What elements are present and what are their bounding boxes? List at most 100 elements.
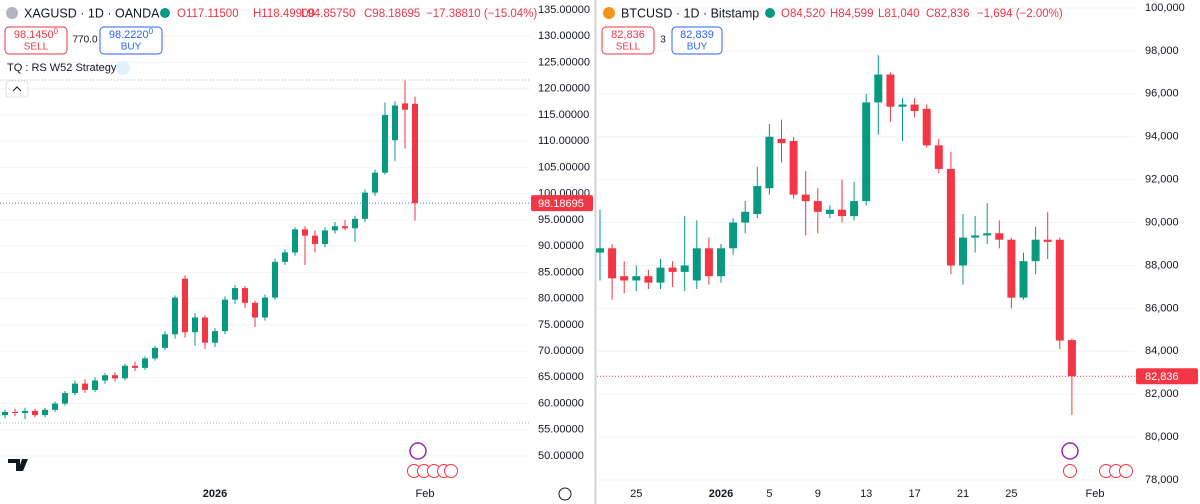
candle-body (162, 334, 168, 348)
candle-body (620, 276, 629, 281)
candle-body (729, 222, 738, 249)
y-tick-label: 86,000 (1145, 302, 1179, 314)
buy-label: BUY (121, 42, 142, 53)
candle-body (202, 317, 208, 343)
candle-body (1031, 239, 1040, 262)
candle-body (302, 229, 308, 236)
y-tick-label: 98,000 (1145, 45, 1179, 57)
y-tick-label: 92,000 (1145, 174, 1179, 186)
flag-icons (407, 464, 458, 478)
candle-body (1007, 239, 1016, 298)
settings-icon[interactable] (558, 487, 572, 501)
candle-body (392, 105, 398, 141)
buy-button[interactable]: 98.22200 BUY (99, 26, 163, 55)
sell-box (601, 26, 655, 55)
y-tick-label: 70.00000 (538, 345, 584, 357)
candle-body (12, 411, 18, 413)
candle-body (312, 235, 318, 245)
ohlc-high: H84,599 (830, 8, 873, 20)
ohlc-change: −1,694 (−2.00%) (977, 8, 1063, 20)
candle-body (412, 103, 418, 204)
y-tick-label: 96,000 (1145, 88, 1179, 100)
candle-body (680, 265, 689, 272)
candle-body (242, 288, 248, 303)
candle-body (886, 74, 895, 107)
candle-body (362, 192, 368, 219)
y-tick-label: 82,000 (1145, 388, 1179, 400)
y-tick-label: 90.00000 (538, 240, 584, 252)
candle-body (753, 186, 762, 214)
x-tick-label: 13 (860, 488, 872, 500)
collapse-button[interactable] (5, 80, 29, 98)
y-tick-label: 100,000 (1145, 2, 1185, 14)
candle-body (1067, 340, 1076, 377)
symbol-icon (603, 7, 615, 19)
y-tick-label: 65.00000 (538, 371, 584, 383)
candle-body (352, 218, 358, 229)
symbol-icon (6, 7, 18, 19)
event-icon[interactable] (1061, 442, 1079, 460)
y-tick-label: 135.00000 (538, 4, 590, 16)
x-tick-label: Feb (416, 488, 435, 500)
candle-body (632, 276, 641, 281)
x-tick-label: 9 (815, 488, 821, 500)
symbol: XAGUSD · 1D · OANDA (24, 6, 160, 20)
candle-body (704, 248, 713, 277)
x-tick-label: 17 (908, 488, 920, 500)
buy-price: 98.22200 (109, 27, 154, 41)
candle-body (971, 235, 980, 238)
candle-body (983, 233, 992, 236)
sell-price-main: 98.1450 (14, 29, 54, 41)
x-tick-label: 25 (630, 488, 642, 500)
candle-body (262, 297, 268, 318)
sell-button[interactable]: 98.14500 SELL (4, 26, 68, 55)
x-tick-label: 21 (957, 488, 969, 500)
y-tick-label: 94,000 (1145, 131, 1179, 143)
event-icon[interactable] (409, 442, 427, 460)
last-price-box (531, 195, 593, 212)
ohlc-change: −17.38810 (−15.04%) (426, 8, 537, 20)
sell-label: SELL (616, 42, 641, 53)
sell-label: SELL (24, 42, 49, 53)
candle-body (172, 297, 178, 335)
x-tick-label: 2026 (709, 488, 733, 500)
logo (8, 459, 28, 471)
candle-body (801, 194, 810, 202)
candle-body (934, 145, 943, 169)
symbol: BTCUSD · 1D · Bitstamp (621, 6, 759, 20)
candle-body (62, 393, 68, 404)
x-tick-label: 5 (766, 488, 772, 500)
ohlc-close: C98.18695 (364, 8, 420, 20)
buy-button[interactable]: 82,839 BUY (671, 26, 723, 55)
candle-body (777, 138, 786, 144)
indicator-icon[interactable] (116, 61, 130, 75)
candle-body (717, 248, 725, 277)
last-price-label: 98.18695 (538, 198, 584, 210)
ohlc-high: H118.49900 (253, 8, 315, 20)
candle-body (850, 201, 859, 217)
spread: 3 (660, 35, 666, 46)
sell-price: 98.14500 (14, 27, 59, 41)
candle-body (656, 267, 665, 283)
flag-icons (1063, 464, 1133, 478)
candle-body (102, 375, 108, 381)
candle-body (1055, 239, 1064, 341)
y-tick-label: 75.00000 (538, 319, 584, 331)
candle-body (789, 141, 798, 195)
ohlc-open: O84,520 (781, 8, 825, 20)
collapse-arrow (12, 86, 22, 92)
candle-body (862, 102, 871, 202)
buy-price-small: 0 (149, 27, 154, 36)
y-tick-label: 85.00000 (538, 266, 584, 278)
sell-button[interactable]: 82,836 SELL (601, 26, 655, 55)
y-tick-label: 95.00000 (538, 214, 584, 226)
candle-body (874, 74, 883, 103)
candle-body (898, 104, 907, 107)
y-tick-label: 115.00000 (538, 109, 589, 121)
candle-body (272, 261, 278, 298)
candle-body (838, 209, 846, 217)
spread: 770.0 (72, 35, 97, 46)
buy-box (99, 26, 163, 55)
y-tick-label: 80,000 (1145, 431, 1179, 443)
y-tick-label: 78,000 (1145, 474, 1179, 486)
